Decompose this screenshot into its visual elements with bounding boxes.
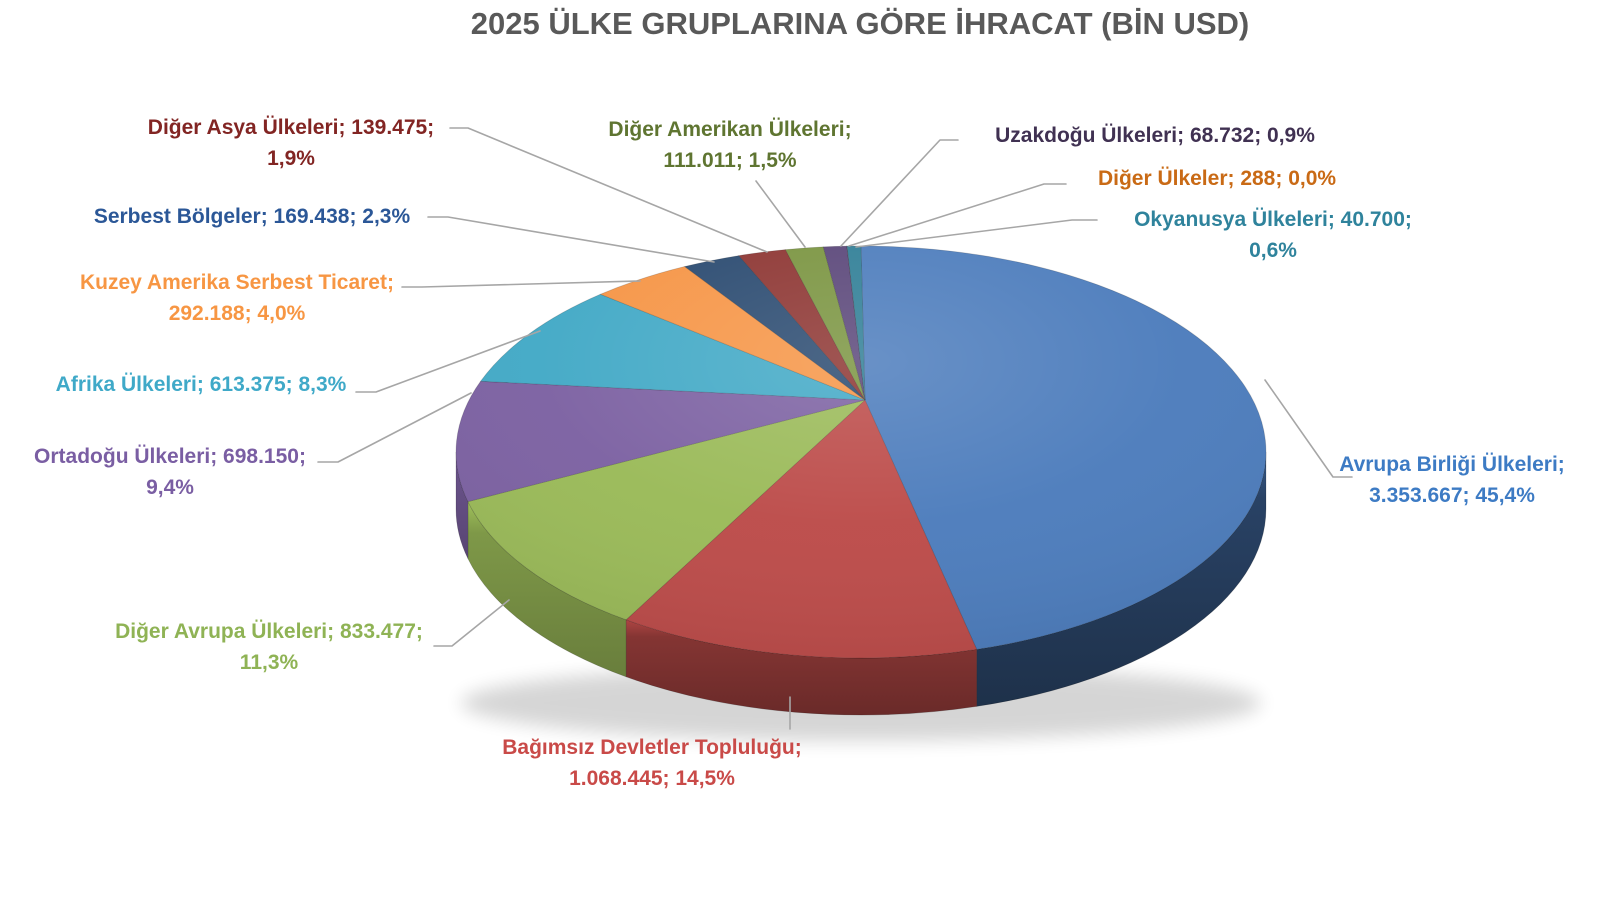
pie-label-line: 9,4% <box>146 476 194 499</box>
pie-label-uzakdogu: Uzakdoğu Ülkeleri; 68.732; 0,9% <box>970 120 1340 151</box>
pie-label-diger-amerikan: Diğer Amerikan Ülkeleri; 111.011; 1,5% <box>585 114 875 176</box>
pie-label-okyanusya: Okyanusya Ülkeleri; 40.700; 0,6% <box>1108 204 1438 266</box>
pie-label-diger-asya: Diğer Asya Ülkeleri; 139.475; 1,9% <box>116 112 466 174</box>
pie-label-line: 111.011; 1,5% <box>663 149 797 172</box>
pie-label-line: Kuzey Amerika Serbest Ticaret; <box>80 271 394 294</box>
pie-label-line: 0,6% <box>1249 239 1297 262</box>
pie-label-line: 1,9% <box>267 147 315 170</box>
pie-label-line: Diğer Avrupa Ülkeleri; 833.477; <box>115 620 423 643</box>
pie-label-diger-ulkeler: Diğer Ülkeler; 288; 0,0% <box>1072 163 1362 194</box>
pie-label-line: Diğer Ülkeler; 288; 0,0% <box>1097 167 1337 190</box>
pie-label-line: Diğer Amerikan Ülkeleri; <box>608 118 852 141</box>
chart-title: 2025 ÜLKE GRUPLARINA GÖRE İHRACAT (BİN U… <box>470 6 1250 41</box>
pie-label-avrupa-birligi: Avrupa Birliği Ülkeleri; 3.353.667; 45,4… <box>1312 449 1592 511</box>
pie-label-line: Diğer Asya Ülkeleri; 139.475; <box>147 116 435 139</box>
pie-label-line: Serbest Bölgeler; 169.438; 2,3% <box>93 205 411 228</box>
pie-label-line: Afrika Ülkeleri; 613.375; 8,3% <box>55 373 347 396</box>
pie-label-kuzey-amerika: Kuzey Amerika Serbest Ticaret; 292.188; … <box>57 267 417 329</box>
pie-label-line: Bağımsız Devletler Topluluğu; <box>502 736 802 759</box>
pie-label-line: 292.188; 4,0% <box>168 302 306 325</box>
pie-label-line: 11,3% <box>239 651 299 674</box>
pie-label-afrika: Afrika Ülkeleri; 613.375; 8,3% <box>31 369 371 400</box>
pie-label-serbest-bolgeler: Serbest Bölgeler; 169.438; 2,3% <box>72 201 432 232</box>
pie-label-line: 1.068.445; 14,5% <box>569 767 735 790</box>
pie-label-bagimsiz-devletler: Bağımsız Devletler Topluluğu; 1.068.445;… <box>477 732 827 794</box>
pie-label-line: Ortadoğu Ülkeleri; 698.150; <box>34 445 306 468</box>
pie-label-line: Uzakdoğu Ülkeleri; 68.732; 0,9% <box>995 124 1315 147</box>
pie-label-line: 3.353.667; 45,4% <box>1369 484 1535 507</box>
pie-label-line: Okyanusya Ülkeleri; 40.700; <box>1134 208 1412 231</box>
pie-label-line: Avrupa Birliği Ülkeleri; <box>1339 453 1565 476</box>
pie-label-ortadogu: Ortadoğu Ülkeleri; 698.150; 9,4% <box>10 441 330 503</box>
pie-label-diger-avrupa: Diğer Avrupa Ülkeleri; 833.477; 11,3% <box>89 616 449 678</box>
